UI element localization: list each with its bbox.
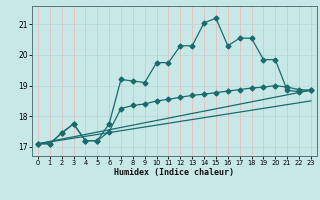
X-axis label: Humidex (Indice chaleur): Humidex (Indice chaleur): [115, 168, 234, 177]
